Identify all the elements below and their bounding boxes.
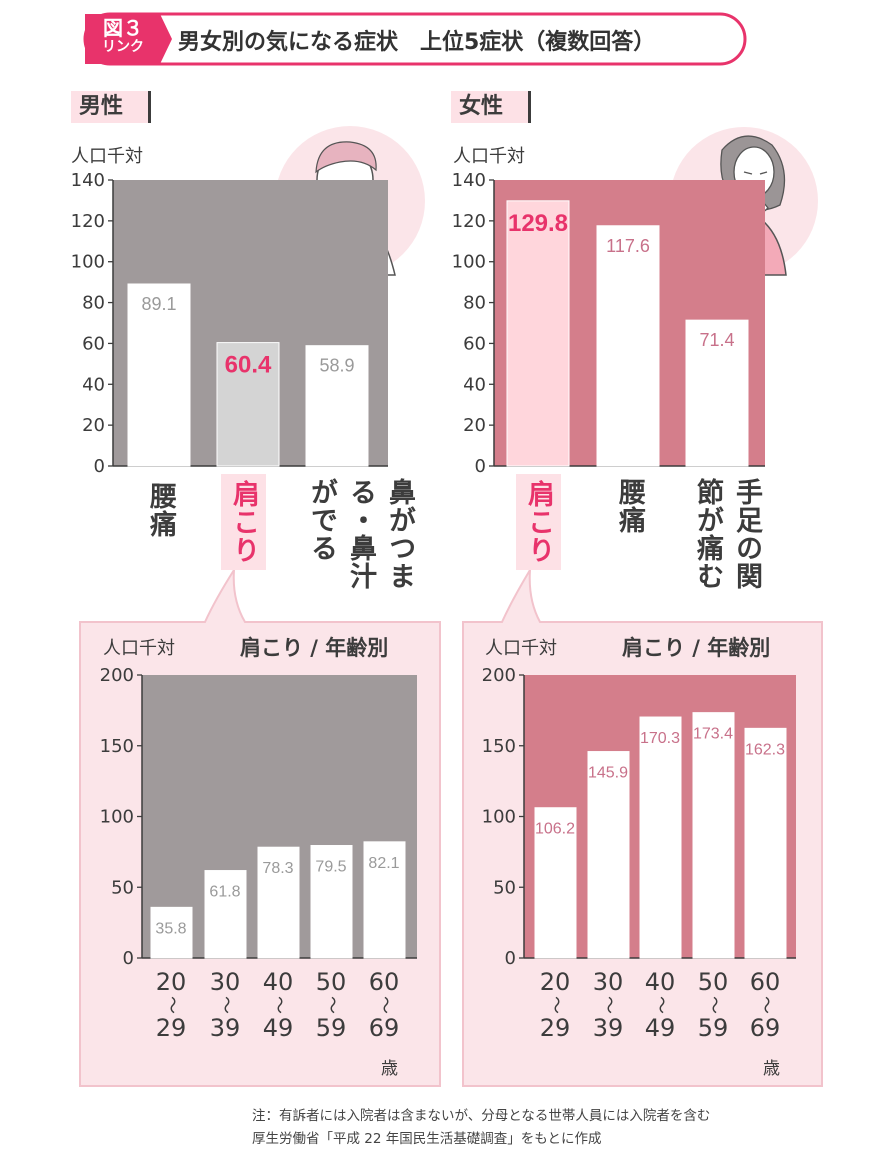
range-tilde: 〜: [320, 980, 342, 1030]
male-age-label: 30 〜 39: [200, 970, 250, 1040]
male-age-value-label: 35.8: [155, 920, 186, 937]
male-age-value-label: 79.5: [315, 859, 346, 876]
female-age-value-label: 173.4: [693, 726, 733, 743]
source-note: 厚生労働省「平成 22 年国民生活基礎調査」をもとに作成: [252, 1127, 602, 1147]
female-age-bar: [693, 713, 734, 958]
male-age-suffix: 歳: [381, 1054, 398, 1079]
male-age-title: 肩こり / 年齢別: [240, 632, 388, 662]
male-category-label: 鼻がつまる・鼻汁がでる: [302, 478, 419, 608]
figure-title: 男女別の気になる症状 上位5症状（複数回答）: [178, 24, 655, 56]
male-value-label: 89.1: [141, 294, 176, 314]
female-age-value-label: 145.9: [588, 765, 628, 782]
male-age-unit-label: 人口千対: [103, 634, 175, 660]
female-age-label: 30 〜 39: [583, 970, 633, 1040]
range-tilde: 〜: [267, 980, 289, 1030]
female-section-label: 女性: [451, 91, 531, 123]
male-y-tick-label: 0: [94, 456, 105, 477]
range-tilde: 〜: [544, 980, 566, 1030]
range-tilde: 〜: [702, 980, 724, 1030]
male-unit-label: 人口千対: [71, 142, 143, 168]
male-age-y-tick-label: 200: [100, 665, 134, 686]
female-bar: [597, 226, 659, 466]
female-category-label: 手足の関節が痛む: [688, 478, 766, 608]
male-y-tick-label: 40: [82, 374, 105, 395]
female-y-tick-label: 100: [452, 252, 486, 273]
female-age-y-tick-label: 0: [505, 948, 516, 969]
female-age-suffix: 歳: [763, 1054, 780, 1079]
female-age-label: 20 〜 29: [530, 970, 580, 1040]
female-bar: [507, 201, 569, 466]
female-y-tick-label: 140: [452, 170, 486, 191]
female-value-label: 117.6: [606, 236, 650, 256]
male-age-label: 60 〜 69: [359, 970, 409, 1040]
female-category-label: 腰痛: [610, 478, 649, 534]
male-y-tick-label: 120: [71, 211, 105, 232]
female-unit-label: 人口千対: [453, 142, 525, 168]
male-age-value-label: 61.8: [209, 884, 240, 901]
female-age-y-tick-label: 200: [482, 665, 516, 686]
female-age-value-label: 106.2: [535, 821, 575, 838]
female-age-value-label: 162.3: [745, 741, 785, 758]
male-category-label-highlight: 肩こり: [221, 474, 266, 570]
female-age-label: 50 〜 59: [688, 970, 738, 1040]
male-age-y-tick-label: 50: [111, 877, 134, 898]
female-y-tick-label: 0: [475, 456, 486, 477]
range-tilde: 〜: [160, 980, 182, 1030]
female-y-tick-label: 20: [463, 415, 486, 436]
male-age-label: 20 〜 29: [146, 970, 196, 1040]
male-y-tick-label: 80: [82, 293, 105, 314]
range-tilde: 〜: [373, 980, 395, 1030]
female-age-unit-label: 人口千対: [485, 634, 557, 660]
female-age-bar: [745, 728, 786, 958]
female-age-label: 60 〜 69: [740, 970, 790, 1040]
female-age-title: 肩こり / 年齢別: [622, 632, 770, 662]
female-y-tick-label: 40: [463, 374, 486, 395]
badge-top: 図３: [92, 17, 154, 39]
male-y-tick-label: 20: [82, 415, 105, 436]
figure-badge: 図３ リンク: [92, 17, 154, 55]
male-value-label: 58.9: [319, 356, 354, 376]
range-tilde: 〜: [754, 980, 776, 1030]
female-y-tick-label: 60: [463, 333, 486, 354]
male-category-label: 腰痛: [141, 482, 180, 538]
male-y-tick-label: 100: [71, 252, 105, 273]
female-age-bar: [588, 752, 629, 958]
female-category-label-highlight: 肩こり: [516, 474, 561, 570]
range-tilde: 〜: [214, 980, 236, 1030]
female-age-label: 40 〜 49: [635, 970, 685, 1040]
female-value-label: 71.4: [699, 330, 734, 350]
male-age-label: 50 〜 59: [306, 970, 356, 1040]
female-value-label: 129.8: [508, 210, 568, 237]
footnote: 注：有訴者には入院者は含まないが、分母となる世帯人員には入院者を含む: [252, 1104, 710, 1124]
range-tilde: 〜: [649, 980, 671, 1030]
male-y-tick-label: 60: [82, 333, 105, 354]
male-value-label: 60.4: [225, 352, 272, 379]
male-age-value-label: 78.3: [262, 860, 293, 877]
female-age-value-label: 170.3: [640, 730, 680, 747]
male-age-y-tick-label: 150: [100, 736, 134, 757]
male-age-value-label: 82.1: [368, 855, 399, 872]
male-section-label: 男性: [71, 91, 151, 123]
female-age-y-tick-label: 150: [482, 736, 516, 757]
male-age-y-tick-label: 100: [100, 807, 134, 828]
male-y-tick-label: 140: [71, 170, 105, 191]
male-age-label: 40 〜 49: [253, 970, 303, 1040]
female-age-y-tick-label: 100: [482, 807, 516, 828]
female-y-tick-label: 80: [463, 293, 486, 314]
female-age-bar: [640, 717, 681, 958]
range-tilde: 〜: [597, 980, 619, 1030]
female-age-y-tick-label: 50: [493, 877, 516, 898]
male-age-y-tick-label: 0: [123, 948, 134, 969]
badge-bottom: リンク: [92, 39, 154, 55]
female-y-tick-label: 120: [452, 211, 486, 232]
